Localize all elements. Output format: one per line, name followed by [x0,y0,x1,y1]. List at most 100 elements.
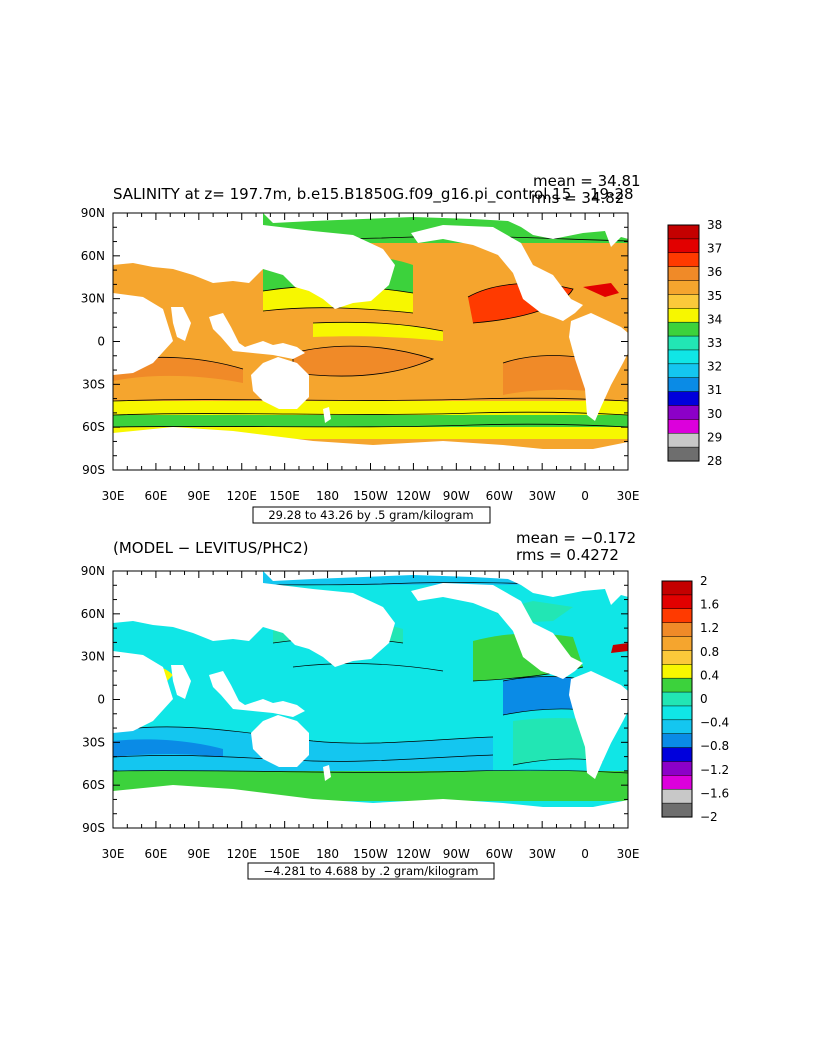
lon-tick-label: 60E [144,489,167,503]
colorbar-swatch [667,363,700,379]
panel1-lon-labels: 30E 60E 90E 120E 150E 180 150W 120W 90W 60W 30W 0 30… [102,489,640,503]
lon-tick-label: 60W [486,489,513,503]
colorbar-swatch [667,294,700,309]
panel1-ticks [112,212,629,471]
panel1-contour-info: 29.28 to 43.26 by .5 gram/kilogram [268,508,473,522]
colorbar-swatch [661,580,693,596]
colorbar-swatch [667,391,700,407]
lat-tick-label: 30N [81,292,105,306]
panel1-colorbar: 38 37 36 35 34 33 32 31 30 29 28 [667,218,722,468]
lat-tick-label: 90N [81,564,105,578]
colorbar-swatch [661,705,693,721]
colorbar-swatch [667,238,700,254]
lon-tick-label: 150E [269,489,300,503]
colorbar-swatch [661,761,693,776]
lon-tick-label: 180 [316,489,339,503]
panel1-contour-info-box [252,506,491,524]
panel2-ticks [112,570,629,829]
lon-tick-label: 90E [187,847,210,861]
lat-tick-label: 0 [97,693,105,707]
colorbar-swatch [667,419,700,434]
lon-tick-label: 30W [529,847,556,861]
colorbar-swatch [667,252,700,268]
lon-tick-label: 0 [581,489,589,503]
colorbar-label: 30 [707,407,722,421]
colorbar-label: 38 [707,218,722,232]
lon-tick-label: 120E [227,847,258,861]
colorbar-swatch [661,691,693,707]
lat-tick-label: 30S [82,377,105,391]
panel2-title: (MODEL − LEVITUS/PHC2) [113,539,309,557]
lon-tick-label: 0 [581,847,589,861]
colorbar-label: 0.4 [700,668,719,682]
colorbar-label: 1.6 [700,598,719,612]
panel1-rms-label: rms = 34.82 [531,189,624,207]
colorbar-swatch [661,650,693,665]
colorbar-swatch [661,747,693,763]
lon-tick-label: 30E [617,847,640,861]
colorbar-label: 28 [707,454,722,468]
lon-tick-label: 90W [443,847,470,861]
lon-tick-label: 90E [187,489,210,503]
colorbar-swatch [667,446,700,462]
colorbar-label: −1.6 [700,786,729,800]
difference-map [113,571,628,828]
colorbar-swatch [661,664,693,679]
panel2-rms-label: rms = 0.4272 [516,546,619,564]
lat-tick-label: 30N [81,650,105,664]
panel2-contour-info-box [247,862,495,880]
colorbar-swatch [667,321,700,337]
colorbar-label: 33 [707,336,722,350]
panel2-lon-labels: 30E 60E 90E 120E 150E 180 150W 120W 90W 60W 30W 0 30… [102,847,640,861]
colorbar-label: 0 [700,692,708,706]
colorbar-swatch [667,308,700,323]
colorbar-label: 34 [707,312,722,326]
colorbar-swatch [667,335,700,351]
salinity-map [113,213,628,470]
colorbar-label: 1.2 [700,621,719,635]
lon-tick-label: 30E [617,489,640,503]
colorbar-label: −2 [700,810,718,824]
panel2-contour-info: −4.281 to 4.688 by .2 gram/kilogram [264,864,479,878]
colorbar-swatch [667,432,700,448]
colorbar-label: 35 [707,289,722,303]
lat-tick-label: 60N [81,249,105,263]
lat-tick-label: 60S [82,778,105,792]
colorbar-swatch [661,788,693,804]
lon-tick-label: 120W [396,489,431,503]
lon-tick-label: 60W [486,847,513,861]
lon-tick-label: 30W [529,489,556,503]
lon-tick-label: 120E [227,489,258,503]
lat-tick-label: 90S [82,463,105,477]
colorbar-swatch [661,733,693,749]
lon-tick-label: 120W [396,847,431,861]
panel2-colorbar: 2 1.6 1.2 0.8 0.4 0 −0.4 −0.8 −1.2 −1.6 −2 [661,574,729,824]
colorbar-label: 29 [707,430,722,444]
panel1-title-overprint: 19-28 [590,185,634,203]
colorbar-swatch [661,802,693,818]
lat-tick-label: 90S [82,821,105,835]
lat-tick-label: 60N [81,607,105,621]
lon-tick-label: 90W [443,489,470,503]
colorbar-label: 31 [707,383,722,397]
lat-tick-label: 90N [81,206,105,220]
colorbar-swatch [661,719,693,735]
colorbar-label: −1.2 [700,763,729,777]
colorbar-swatch [661,622,693,638]
colorbar-label: 2 [700,574,708,588]
colorbar-swatch [667,349,700,365]
colorbar-label: −0.4 [700,716,729,730]
colorbar-label: 32 [707,360,722,374]
colorbar-swatch [667,224,700,240]
colorbar-swatch [667,377,700,393]
colorbar-swatch [661,594,693,610]
panel2-lat-labels: 90N 60N 30N 0 30S 60S 90S [81,564,105,835]
colorbar-label: 37 [707,242,722,256]
salinity-panel: SALINITY at z= 197.7m, b.e15.B1850G.f09_… [81,172,722,524]
colorbar-swatch [667,405,700,420]
colorbar-swatch [667,266,700,282]
lat-tick-label: 60S [82,420,105,434]
panel1-lat-labels: 90N 60N 30N 0 30S 60S 90S [81,206,105,477]
panel2-mean-label: mean = −0.172 [516,529,636,547]
